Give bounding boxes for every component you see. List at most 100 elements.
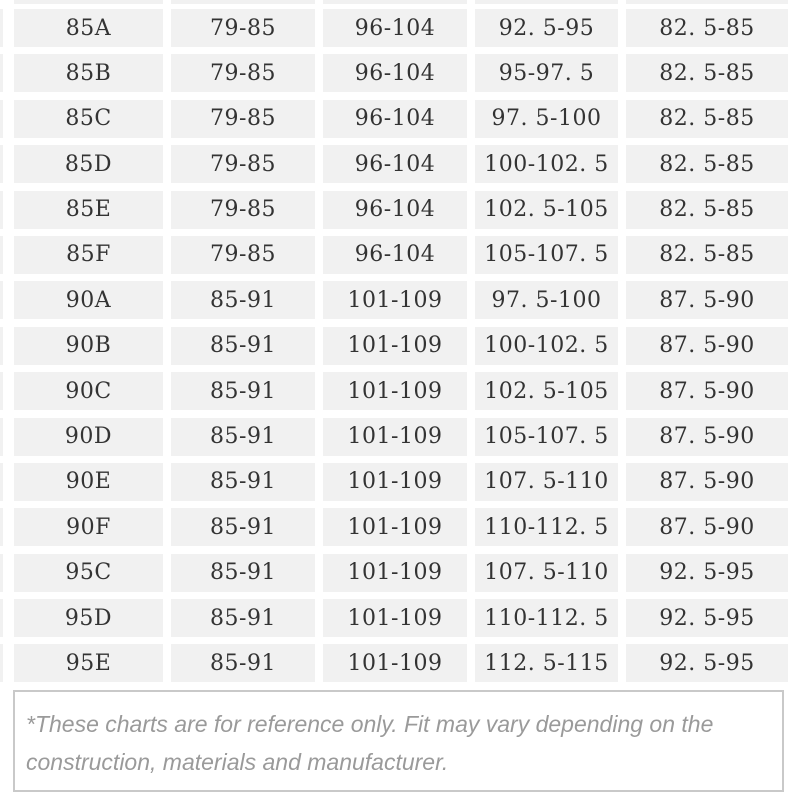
- footnote-line-1: *These charts are for reference only. Fi…: [26, 710, 714, 737]
- table-row: 95C 85-91 101-109 107. 5-110 92. 5-95: [0, 553, 800, 592]
- table-cell: 87. 5-90: [626, 372, 788, 411]
- table-cell: 96-104: [323, 99, 467, 138]
- table-row: 85D 79-85 96-104 100-102. 5 82. 5-85: [0, 145, 800, 184]
- table-row: 85C 79-85 96-104 97. 5-100 82. 5-85: [0, 99, 800, 138]
- table-row: 85A 79-85 96-104 92. 5-95 82. 5-85: [0, 9, 800, 47]
- table-cell: 85-91: [171, 553, 315, 592]
- table-cell: 82. 5-85: [626, 190, 788, 229]
- table-cell: 87. 5-90: [626, 417, 788, 456]
- table-cell: 79-85: [171, 235, 315, 274]
- table-cell: 92. 5-95: [626, 599, 788, 638]
- table-cell: 101-109: [323, 644, 467, 683]
- table-row: 90B 85-91 101-109 100-102. 5 87. 5-90: [0, 326, 800, 365]
- table-cell: 87. 5-90: [626, 281, 788, 320]
- table-cell: 97. 5-100: [475, 99, 618, 138]
- partial-cell: [475, 0, 618, 4]
- table-cell: 97. 5-100: [475, 281, 618, 320]
- table-cell: 101-109: [323, 281, 467, 320]
- size-cell: 95C: [14, 553, 163, 592]
- left-edge-sliver: [0, 553, 3, 592]
- table-cell: 102. 5-105: [475, 372, 618, 411]
- table-cell: 101-109: [323, 599, 467, 638]
- table-row: 90D 85-91 101-109 105-107. 5 87. 5-90: [0, 417, 800, 456]
- table-cell: 82. 5-85: [626, 99, 788, 138]
- table-cell: 92. 5-95: [626, 553, 788, 592]
- table-cell: 79-85: [171, 54, 315, 93]
- table-cell: 96-104: [323, 54, 467, 93]
- table-cell: 87. 5-90: [626, 508, 788, 547]
- table-cell: 82. 5-85: [626, 145, 788, 184]
- table-cell: 100-102. 5: [475, 145, 618, 184]
- table-row: 90C 85-91 101-109 102. 5-105 87. 5-90: [0, 372, 800, 411]
- table-row: 95E 85-91 101-109 112. 5-115 92. 5-95: [0, 644, 800, 683]
- table-cell: 85-91: [171, 281, 315, 320]
- size-cell: 95E: [14, 644, 163, 683]
- table-cell: 105-107. 5: [475, 417, 618, 456]
- table-row: 85E 79-85 96-104 102. 5-105 82. 5-85: [0, 190, 800, 229]
- partial-cell: [14, 0, 163, 4]
- size-cell: 90C: [14, 372, 163, 411]
- table-cell: 96-104: [323, 235, 467, 274]
- footnote-box: *These charts are for reference only. Fi…: [13, 689, 784, 792]
- table-cell: 85-91: [171, 599, 315, 638]
- table-cell: 85-91: [171, 417, 315, 456]
- left-edge-sliver: [0, 99, 3, 138]
- table-cell: 101-109: [323, 553, 467, 592]
- left-edge-sliver: [0, 235, 3, 274]
- partial-cell: [171, 0, 315, 4]
- size-cell: 85E: [14, 190, 163, 229]
- left-edge-sliver: [0, 54, 3, 93]
- partial-row-top: [14, 0, 800, 4]
- table-cell: 105-107. 5: [475, 235, 618, 274]
- table-row: 95D 85-91 101-109 110-112. 5 92. 5-95: [0, 599, 800, 638]
- table-cell: 85-91: [171, 644, 315, 683]
- table-cell: 102. 5-105: [475, 190, 618, 229]
- size-cell: 85C: [14, 99, 163, 138]
- table-cell: 79-85: [171, 9, 315, 47]
- table-cell: 101-109: [323, 462, 467, 501]
- partial-cell: [323, 0, 467, 4]
- table-cell: 96-104: [323, 190, 467, 229]
- size-cell: 90F: [14, 508, 163, 547]
- table-cell: 101-109: [323, 508, 467, 547]
- size-cell: 85B: [14, 54, 163, 93]
- table-cell: 110-112. 5: [475, 508, 618, 547]
- table-cell: 87. 5-90: [626, 326, 788, 365]
- size-table: 85A 79-85 96-104 92. 5-95 82. 5-85 85B 79-85 96…: [0, 0, 800, 683]
- table-cell: 110-112. 5: [475, 599, 618, 638]
- table-cell: 82. 5-85: [626, 54, 788, 93]
- left-edge-sliver: [0, 644, 3, 683]
- table-cell: 82. 5-85: [626, 9, 788, 47]
- left-edge-sliver: [0, 145, 3, 184]
- table-cell: 85-91: [171, 508, 315, 547]
- size-cell: 90B: [14, 326, 163, 365]
- table-cell: 112. 5-115: [475, 644, 618, 683]
- footnote-line-2: construction, materials and manufacturer…: [26, 748, 449, 775]
- size-cell: 90E: [14, 462, 163, 501]
- size-cell: 90A: [14, 281, 163, 320]
- left-edge-sliver: [0, 462, 3, 501]
- table-row: 85B 79-85 96-104 95-97. 5 82. 5-85: [0, 54, 800, 93]
- table-cell: 87. 5-90: [626, 462, 788, 501]
- table-cell: 92. 5-95: [475, 9, 618, 47]
- table-cell: 107. 5-110: [475, 462, 618, 501]
- partial-cell: [626, 0, 788, 4]
- left-edge-sliver: [0, 190, 3, 229]
- table-row: 85F 79-85 96-104 105-107. 5 82. 5-85: [0, 235, 800, 274]
- size-cell: 95D: [14, 599, 163, 638]
- table-cell: 92. 5-95: [626, 644, 788, 683]
- table-cell: 82. 5-85: [626, 235, 788, 274]
- table-cell: 100-102. 5: [475, 326, 618, 365]
- table-cell: 96-104: [323, 145, 467, 184]
- left-edge-sliver: [0, 417, 3, 456]
- table-cell: 85-91: [171, 326, 315, 365]
- size-cell: 85F: [14, 235, 163, 274]
- table-row: 90E 85-91 101-109 107. 5-110 87. 5-90: [0, 462, 800, 501]
- left-edge-sliver: [0, 508, 3, 547]
- size-cell: 85D: [14, 145, 163, 184]
- size-cell: 90D: [14, 417, 163, 456]
- table-cell: 79-85: [171, 190, 315, 229]
- table-row: 90A 85-91 101-109 97. 5-100 87. 5-90: [0, 281, 800, 320]
- left-edge-sliver: [0, 281, 3, 320]
- size-cell: 85A: [14, 9, 163, 47]
